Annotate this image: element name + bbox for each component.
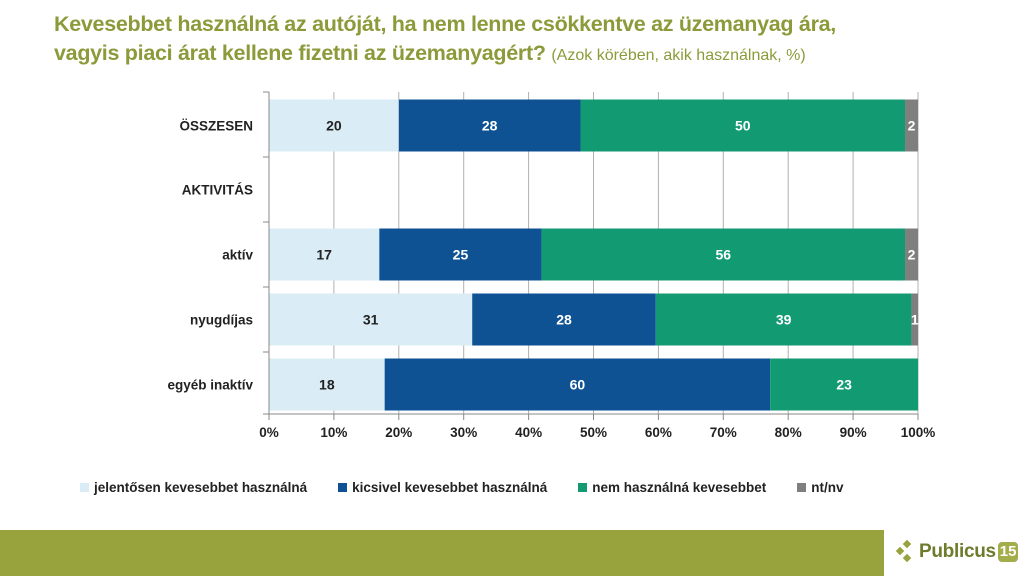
- stacked-bar-chart: 20 28 50 2 17 25 56 2 31 28 39 1 18 60 23 ÖSSZESEN AKTI…: [167, 91, 936, 440]
- x-tick-label: 20%: [385, 425, 412, 440]
- bar-segment: [580, 99, 906, 152]
- footer-bar: [0, 530, 884, 576]
- bar-segment: [384, 358, 771, 411]
- logo-text: Publicus: [919, 541, 996, 562]
- bar-segment: [379, 228, 542, 281]
- x-tick-label: 50%: [580, 425, 607, 440]
- bar-segment: [905, 99, 918, 152]
- data-label: 20: [326, 118, 342, 134]
- data-label: 1: [911, 312, 919, 328]
- bar-segment: [770, 358, 918, 411]
- category-label: egyéb inaktív: [167, 378, 253, 393]
- category-label: nyugdíjas: [190, 313, 253, 328]
- x-tick-label: 80%: [775, 425, 802, 440]
- category-label: aktív: [222, 248, 253, 263]
- legend-swatch: [797, 483, 807, 492]
- data-label: 2: [908, 118, 916, 134]
- logo-number: 15: [997, 542, 1019, 562]
- bar-segment: [269, 293, 473, 346]
- data-label: 28: [556, 312, 572, 328]
- bar-segment: [398, 99, 581, 152]
- data-label: 56: [716, 247, 732, 263]
- legend-swatch: [578, 483, 588, 492]
- legend-swatch: [80, 483, 89, 492]
- legend: jelentősen kevesebbet használná kicsivel …: [80, 480, 875, 495]
- x-axis: 0% 10% 20% 30% 40% 50% 60% 70% 80% 90% 100%: [259, 91, 936, 440]
- data-label: 23: [836, 377, 852, 393]
- x-tick-label: 10%: [320, 425, 347, 440]
- x-tick-label: 0%: [259, 425, 279, 440]
- chart-title: Kevesebbet használná az autóját, ha nem …: [54, 10, 954, 70]
- legend-label: kicsivel kevesebbet használná: [352, 480, 548, 495]
- title-line-1: Kevesebbet használná az autóját, ha nem …: [54, 12, 836, 36]
- x-tick-label: 40%: [515, 425, 542, 440]
- legend-label: nt/nv: [811, 480, 844, 495]
- data-label: 60: [570, 377, 586, 393]
- data-label: 39: [776, 312, 792, 328]
- x-tick-label: 100%: [901, 425, 936, 440]
- x-tick-label: 90%: [840, 425, 867, 440]
- publicus-logo: Publicus 15: [893, 538, 1019, 566]
- legend-item: jelentősen kevesebbet használná: [80, 480, 307, 495]
- data-labels: 20 28 50 2 17 25 56 2 31 28 39 1 18 60 23: [316, 118, 918, 393]
- chart-subtitle: (Azok körében, akik használnak, %): [551, 47, 806, 64]
- x-tick-label: 70%: [710, 425, 737, 440]
- data-label: 2: [908, 247, 916, 263]
- legend-swatch: [338, 483, 348, 492]
- bar-segment: [269, 99, 399, 152]
- category-labels: ÖSSZESEN AKTIVITÁS aktív nyugdíjas egyéb ina…: [167, 119, 253, 393]
- bar-segment: [905, 228, 918, 281]
- bar-segment: [269, 228, 380, 281]
- legend-item: kicsivel kevesebbet használná: [338, 480, 547, 495]
- bar-segment: [911, 293, 918, 346]
- legend-label: nem használná kevesebbet: [592, 480, 767, 495]
- category-label: AKTIVITÁS: [182, 183, 253, 198]
- bar-segment: [541, 228, 906, 281]
- bar-segment: [472, 293, 656, 346]
- data-label: 28: [482, 118, 498, 134]
- x-tick-label: 60%: [645, 425, 672, 440]
- legend-label: jelentősen kevesebbet használná: [94, 480, 308, 495]
- data-label: 50: [735, 118, 751, 134]
- diamond-logo-icon: [895, 540, 912, 563]
- x-tick-label: 30%: [450, 425, 477, 440]
- data-label: 31: [363, 312, 379, 328]
- bar-segment: [655, 293, 912, 346]
- data-label: 17: [316, 247, 332, 263]
- bar-segment: [269, 358, 385, 411]
- legend-item: nem használná kevesebbet: [578, 480, 766, 495]
- legend-item: nt/nv: [797, 480, 844, 495]
- title-line-2: vagyis piaci árat kellene fizetni az üze…: [54, 41, 546, 65]
- data-label: 18: [319, 377, 335, 393]
- bars: [269, 99, 918, 411]
- category-label: ÖSSZESEN: [179, 119, 253, 134]
- data-label: 25: [453, 247, 469, 263]
